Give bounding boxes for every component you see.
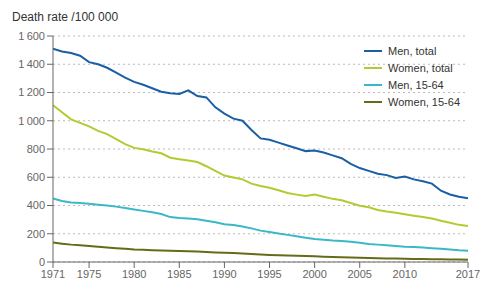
svg-text:1975: 1975 — [77, 268, 101, 280]
svg-text:1980: 1980 — [122, 268, 146, 280]
svg-text:1985: 1985 — [167, 268, 191, 280]
html-text:Death rate /100 000: Death rate /100 000 — [12, 10, 119, 24]
svg-text:1990: 1990 — [212, 268, 236, 280]
svg-text:1995: 1995 — [257, 268, 281, 280]
svg-text:2005: 2005 — [347, 268, 371, 280]
svg-text:200: 200 — [27, 228, 45, 240]
html-text:Women, total: Women, total — [388, 61, 453, 74]
svg-text:2017: 2017 — [456, 268, 480, 280]
html-text:Women, 15-64: Women, 15-64 — [388, 95, 460, 108]
html-text:Men, 15-64: Men, 15-64 — [388, 78, 444, 91]
svg-text:1 400: 1 400 — [18, 58, 45, 70]
svg-text:1 600: 1 600 — [18, 30, 45, 42]
svg-text:1 000: 1 000 — [18, 115, 45, 127]
svg-text:800: 800 — [27, 143, 45, 155]
html-text:Men, total: Men, total — [388, 44, 437, 57]
svg-text:1971: 1971 — [41, 268, 65, 280]
svg-text:400: 400 — [27, 199, 45, 211]
svg-text:1 200: 1 200 — [18, 86, 45, 98]
svg-text:2000: 2000 — [302, 268, 326, 280]
svg-text:600: 600 — [27, 171, 45, 183]
svg-text:2010: 2010 — [393, 268, 417, 280]
svg-text:0: 0 — [39, 256, 45, 268]
